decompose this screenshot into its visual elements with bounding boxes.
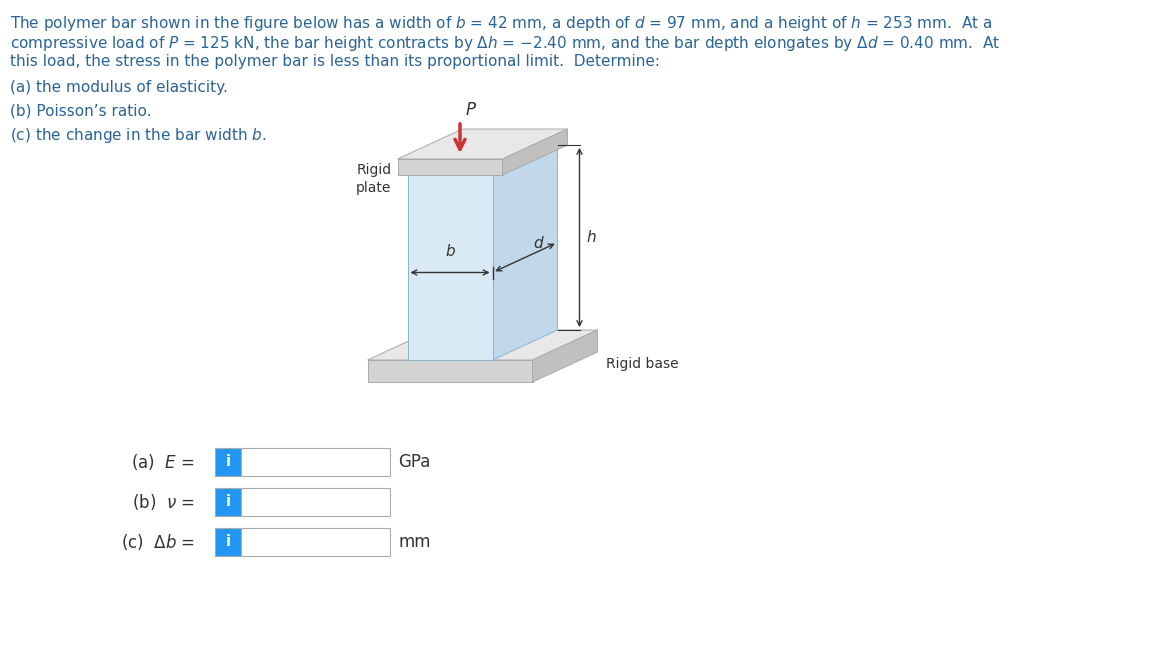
FancyBboxPatch shape: [241, 488, 391, 516]
FancyBboxPatch shape: [215, 528, 241, 556]
Polygon shape: [367, 360, 532, 382]
Text: GPa: GPa: [397, 453, 431, 471]
Text: (b) Poisson’s ratio.: (b) Poisson’s ratio.: [10, 103, 152, 118]
Text: i: i: [226, 535, 230, 550]
Text: $h$: $h$: [585, 229, 596, 246]
Text: (a) the modulus of elasticity.: (a) the modulus of elasticity.: [10, 80, 228, 95]
Text: $d$: $d$: [533, 235, 545, 251]
Text: (c)  $\Delta b$ =: (c) $\Delta b$ =: [121, 532, 195, 552]
Polygon shape: [532, 330, 598, 382]
Text: Rigid
plate: Rigid plate: [356, 163, 392, 196]
Polygon shape: [367, 330, 598, 360]
Polygon shape: [408, 175, 493, 360]
Text: (a)  $E$ =: (a) $E$ =: [131, 452, 195, 472]
Text: i: i: [226, 454, 230, 470]
Polygon shape: [397, 129, 568, 159]
Text: i: i: [226, 494, 230, 509]
Text: $b$: $b$: [445, 242, 455, 259]
FancyBboxPatch shape: [241, 448, 391, 476]
FancyBboxPatch shape: [241, 528, 391, 556]
Text: mm: mm: [397, 533, 431, 551]
Polygon shape: [493, 145, 558, 360]
Text: $P$: $P$: [465, 101, 477, 119]
Polygon shape: [408, 145, 558, 175]
Text: The polymer bar shown in the figure below has a width of $b$ = 42 mm, a depth of: The polymer bar shown in the figure belo…: [10, 14, 992, 33]
FancyBboxPatch shape: [215, 448, 241, 476]
Text: (b)  $\nu$ =: (b) $\nu$ =: [132, 492, 195, 512]
Text: this load, the stress in the polymer bar is less than its proportional limit.  D: this load, the stress in the polymer bar…: [10, 54, 660, 69]
Polygon shape: [397, 159, 502, 175]
Text: compressive load of $P$ = 125 kN, the bar height contracts by $\Delta h$ = −2.40: compressive load of $P$ = 125 kN, the ba…: [10, 34, 1000, 53]
Polygon shape: [502, 129, 568, 175]
Text: (c) the change in the bar width $b$.: (c) the change in the bar width $b$.: [10, 126, 266, 145]
FancyBboxPatch shape: [215, 488, 241, 516]
Text: Rigid base: Rigid base: [606, 357, 679, 371]
